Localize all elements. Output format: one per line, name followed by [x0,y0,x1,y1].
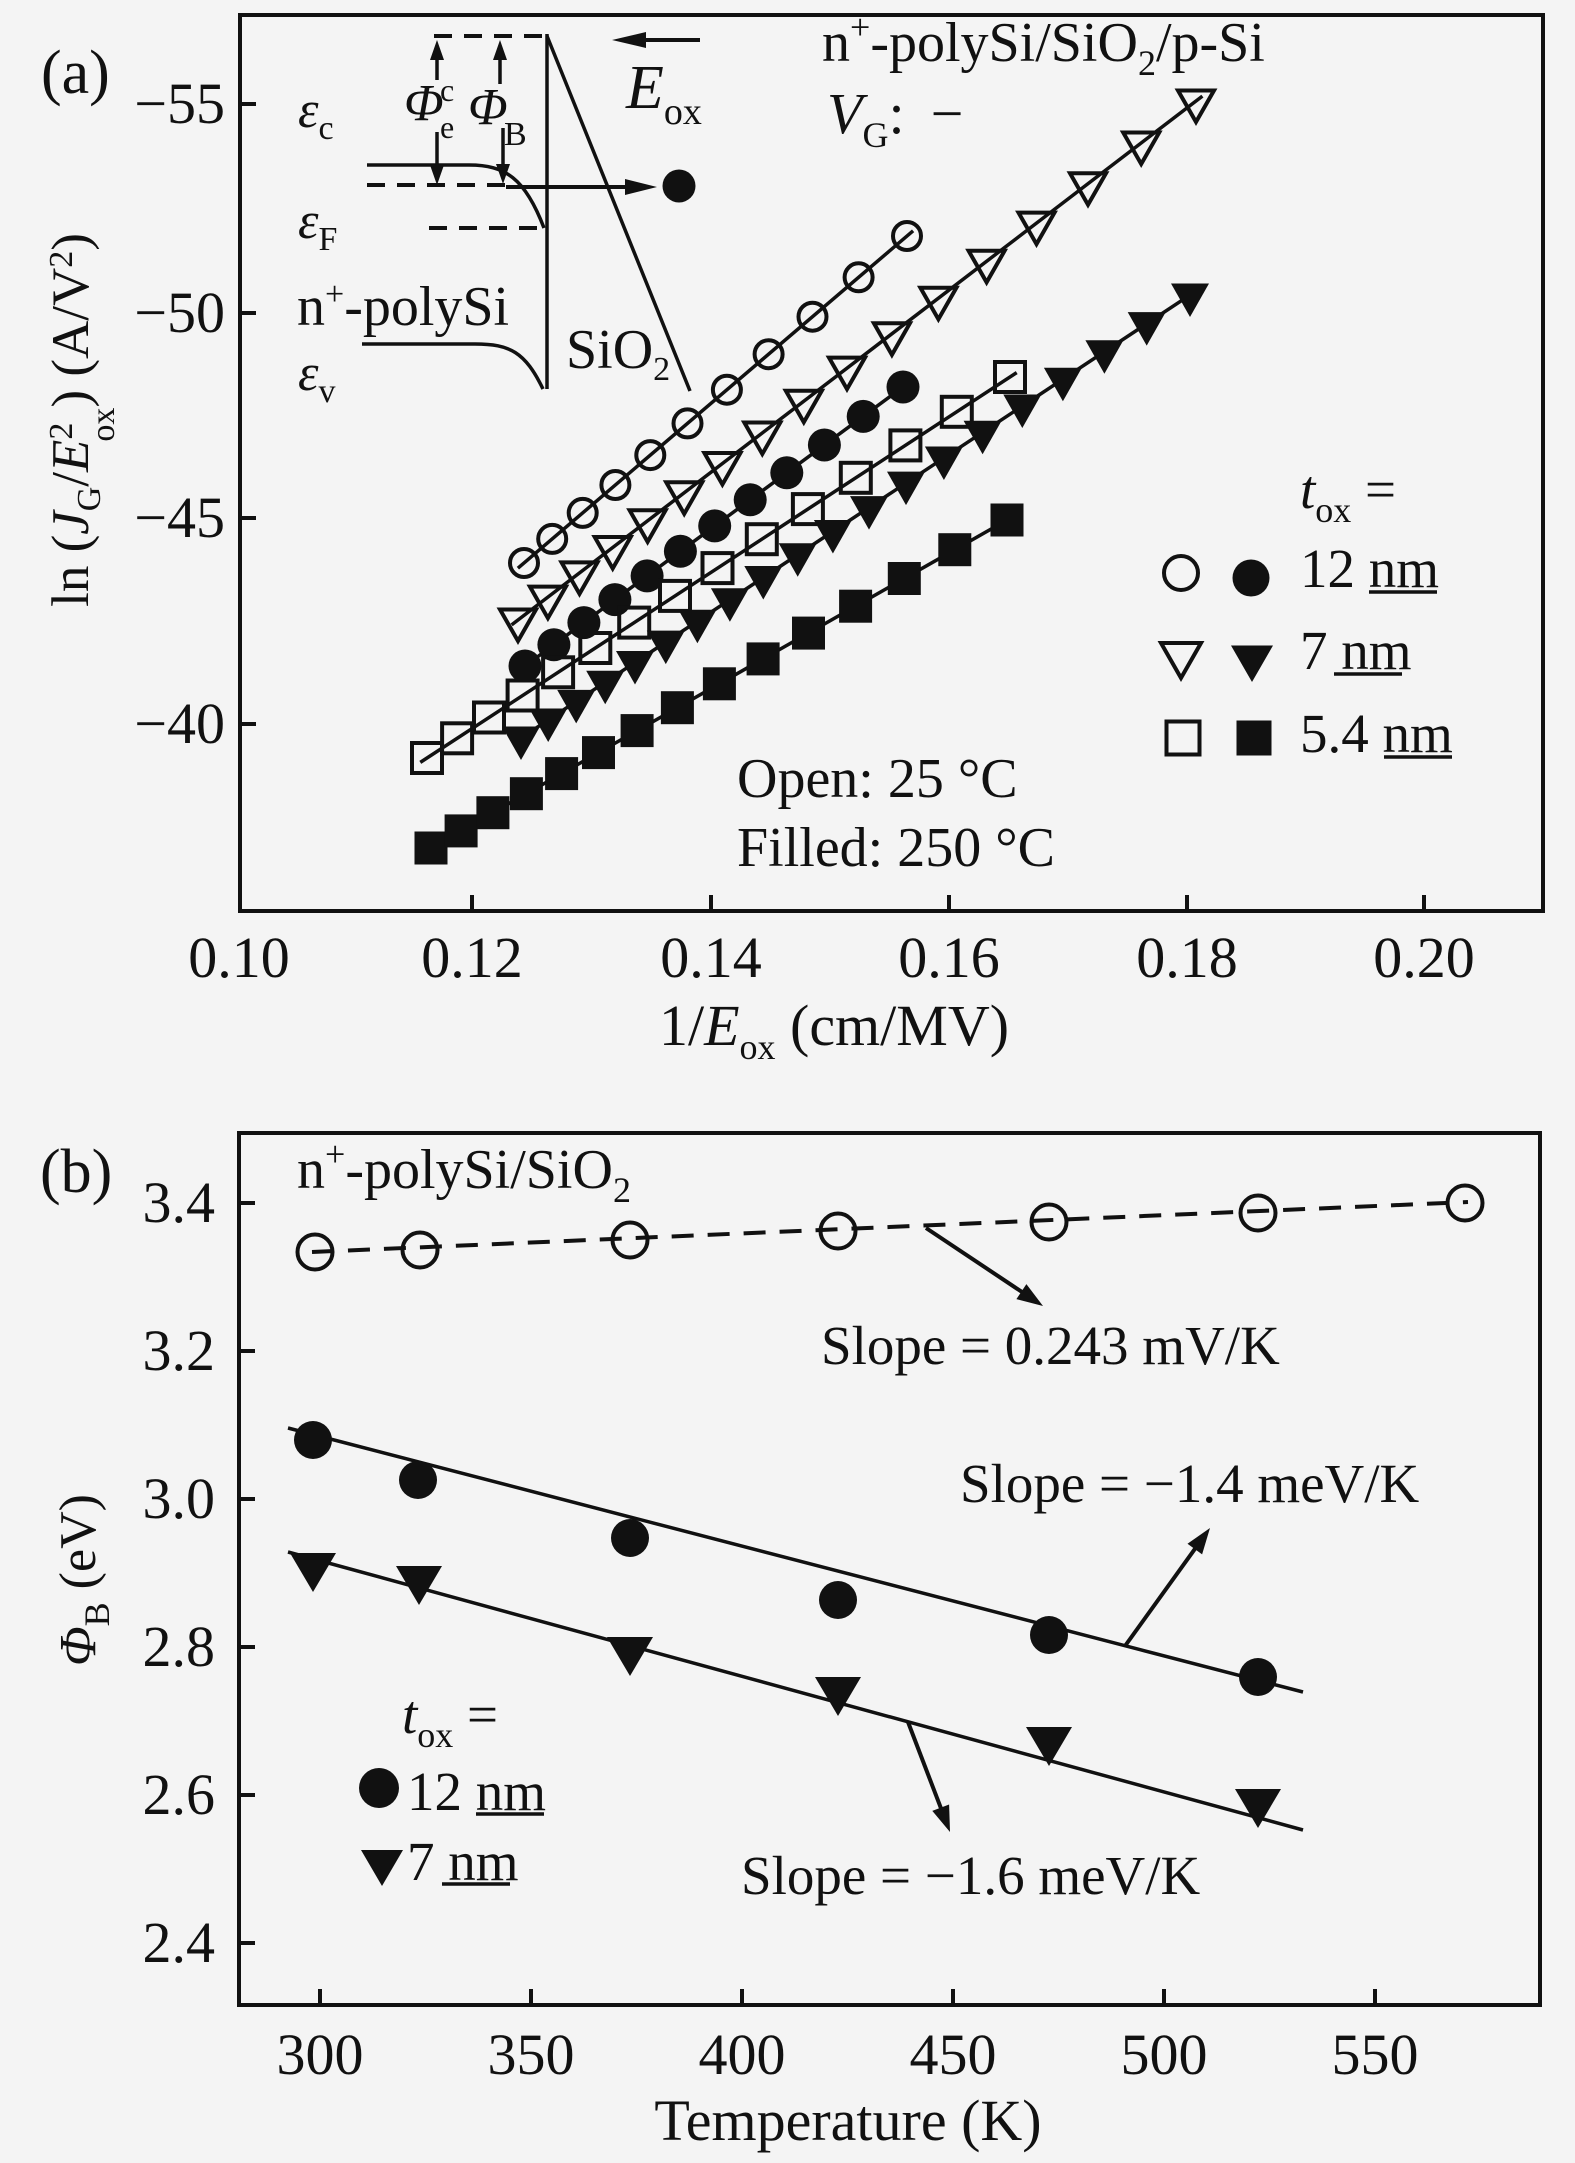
svg-text:εv: εv [298,345,336,410]
svg-text:εc: εc [298,82,334,147]
svg-text:0.18: 0.18 [1136,925,1238,990]
svg-text:Temperature (K): Temperature (K) [654,2088,1041,2153]
svg-text:tox =: tox = [402,1684,498,1755]
svg-text:n+-polySi/SiO2/p-Si: n+-polySi/SiO2/p-Si [822,7,1265,83]
svg-text:5.4 nm: 5.4 nm [1300,703,1453,764]
svg-text:2.4: 2.4 [143,1910,216,1975]
svg-text:3.2: 3.2 [143,1318,216,1383]
svg-text:Filled: 250 °C: Filled: 250 °C [737,817,1055,879]
svg-text:ΦB (eV): ΦB (eV) [50,1494,117,1666]
svg-text:−55: −55 [134,71,225,136]
svg-text:SiO2: SiO2 [566,319,670,388]
svg-text:12 nm: 12 nm [1300,538,1439,599]
svg-text:n+-polySi/SiO2: n+-polySi/SiO2 [297,1134,631,1210]
svg-text:500: 500 [1121,2022,1208,2087]
svg-text:(b): (b) [40,1138,112,1206]
svg-text:0.12: 0.12 [421,925,523,990]
svg-text:2.8: 2.8 [143,1614,216,1679]
svg-text:Slope = 0.243 mV/K: Slope = 0.243 mV/K [821,1315,1280,1376]
svg-text:−40: −40 [134,691,225,756]
svg-text:Slope = −1.6 meV/K: Slope = −1.6 meV/K [741,1845,1201,1906]
svg-text:n+-polySi: n+-polySi [297,276,509,338]
svg-text:400: 400 [699,2022,786,2087]
svg-text:0.14: 0.14 [660,925,762,990]
svg-text:VG: −: VG: − [827,81,963,155]
svg-text:2.6: 2.6 [143,1762,216,1827]
svg-text:(a): (a) [41,39,110,107]
svg-text:Open: 25 °C: Open: 25 °C [737,748,1018,810]
svg-text:Slope = −1.4 meV/K: Slope = −1.4 meV/K [960,1453,1420,1514]
svg-text:12 nm: 12 nm [407,1761,546,1822]
svg-text:0.10: 0.10 [188,925,290,990]
svg-text:3.0: 3.0 [143,1466,216,1531]
svg-text:350: 350 [488,2022,575,2087]
svg-text:3.4: 3.4 [143,1170,216,1235]
svg-text:tox =: tox = [1300,459,1396,530]
svg-text:7 nm: 7 nm [407,1831,519,1892]
svg-text:450: 450 [910,2022,997,2087]
svg-text:−50: −50 [134,280,225,345]
svg-text:1/Eox (cm/MV): 1/Eox (cm/MV) [659,993,1009,1067]
svg-text:0.16: 0.16 [898,925,1000,990]
svg-text:−45: −45 [134,485,225,550]
svg-text:550: 550 [1332,2022,1419,2087]
svg-text:0.20: 0.20 [1373,925,1475,990]
svg-text:Eox: Eox [625,54,702,133]
svg-text:7 nm: 7 nm [1300,620,1412,681]
svg-text:300: 300 [277,2022,364,2087]
svg-text:εF: εF [298,193,337,258]
